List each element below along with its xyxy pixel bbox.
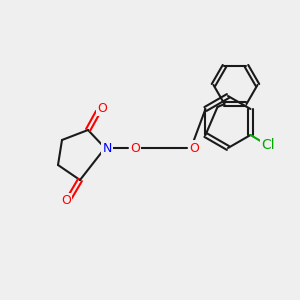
Text: Cl: Cl [262, 138, 275, 152]
Text: O: O [97, 101, 107, 115]
Text: O: O [61, 194, 71, 208]
Text: O: O [189, 142, 199, 154]
Text: O: O [130, 142, 140, 154]
Text: N: N [102, 142, 112, 154]
